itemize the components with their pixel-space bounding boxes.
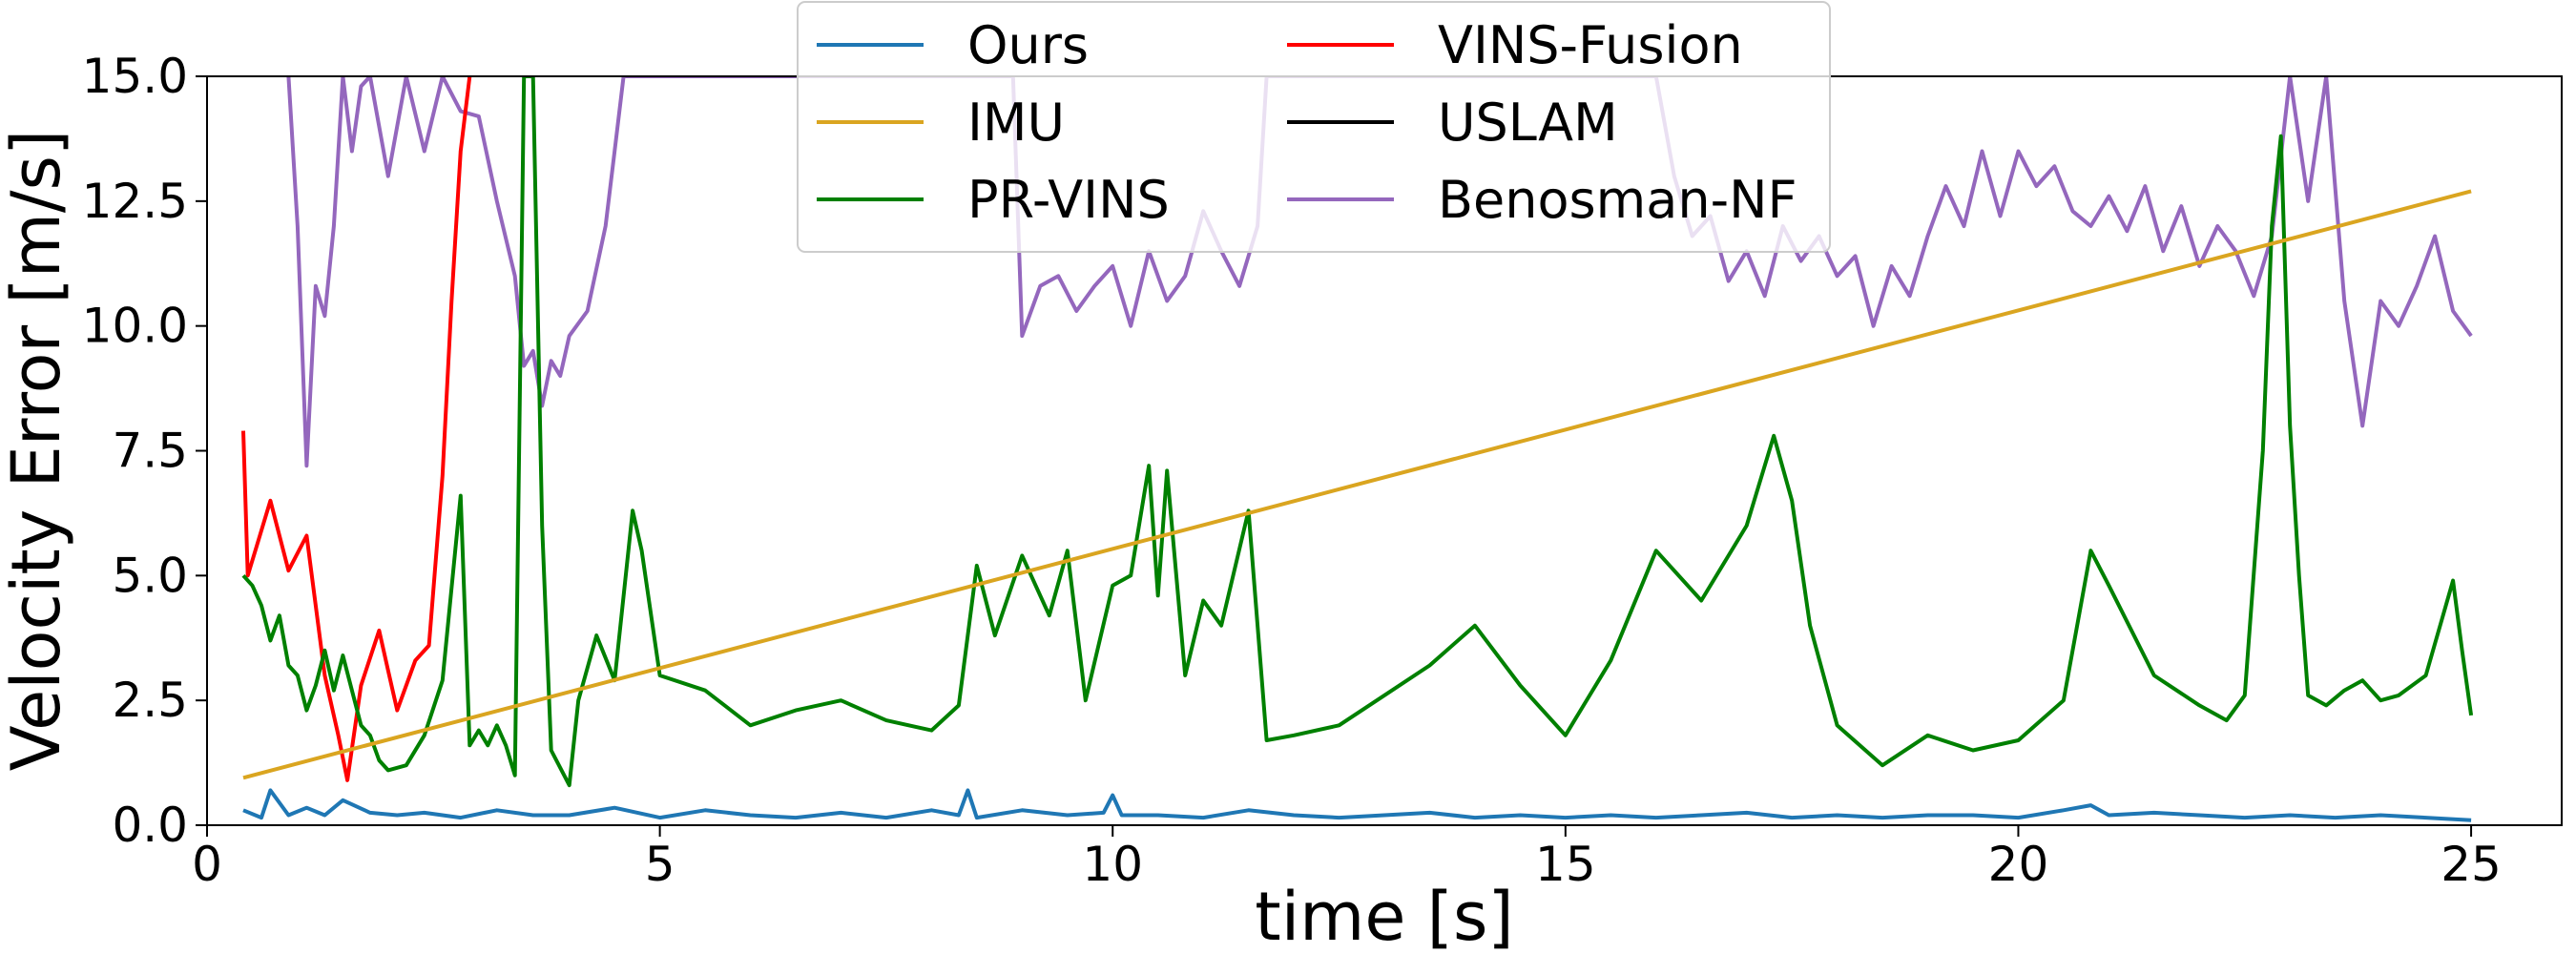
y-axis-label: Velocity Error [m/s] xyxy=(0,130,75,772)
x-tick-label: 0 xyxy=(192,837,222,892)
y-tick-label: 12.5 xyxy=(82,174,188,229)
x-axis-label: time [s] xyxy=(1255,878,1514,954)
x-tick-label: 20 xyxy=(1988,837,2049,892)
y-tick-label: 2.5 xyxy=(112,673,188,728)
legend-label-imu: IMU xyxy=(967,93,1065,153)
legend-label-uslam: USLAM xyxy=(1438,93,1618,153)
legend-label-ours: Ours xyxy=(967,15,1089,75)
legend-label-benosman-nf: Benosman-NF xyxy=(1438,170,1797,230)
series-line-pr-vins xyxy=(241,76,2474,788)
y-tick-label: 10.0 xyxy=(82,299,188,354)
series-line-vins-fusion xyxy=(241,76,472,782)
y-tick-label: 0.0 xyxy=(112,798,188,853)
series-line-imu xyxy=(242,189,2472,780)
x-tick-label: 25 xyxy=(2441,837,2502,892)
y-tick-label: 7.5 xyxy=(112,424,188,479)
y-tick-label: 15.0 xyxy=(82,49,188,104)
x-tick-label: 5 xyxy=(645,837,675,892)
legend: Ours IMU PR-VINS VINS-Fusion USLAM Benosman-N… xyxy=(797,1,1831,253)
legend-label-vins-fusion: VINS-Fusion xyxy=(1438,15,1743,75)
series-line-ours xyxy=(242,788,2472,822)
x-tick-label: 10 xyxy=(1082,837,1143,892)
x-tick-label: 15 xyxy=(1535,837,1596,892)
legend-label-pr-vins: PR-VINS xyxy=(967,170,1170,230)
y-tick-label: 5.0 xyxy=(112,548,188,603)
legend-box xyxy=(797,1,1831,253)
